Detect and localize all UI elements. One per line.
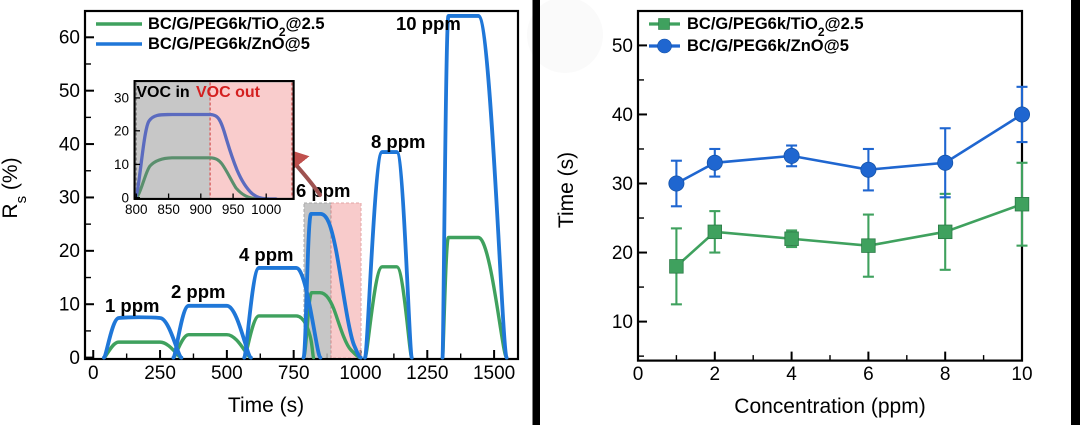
svg-text:0: 0 [121, 191, 129, 206]
svg-text:1 ppm: 1 ppm [105, 295, 159, 316]
svg-text:1500: 1500 [473, 363, 515, 384]
svg-text:10: 10 [612, 312, 633, 333]
svg-text:Time (s): Time (s) [228, 394, 304, 417]
svg-text:0: 0 [69, 348, 80, 369]
svg-text:4: 4 [786, 364, 797, 385]
svg-text:Concentration (ppm): Concentration (ppm) [734, 395, 925, 418]
svg-text:10: 10 [1011, 364, 1032, 385]
svg-text:900: 900 [190, 202, 213, 217]
svg-text:2 ppm: 2 ppm [171, 281, 225, 302]
svg-text:0: 0 [633, 364, 644, 385]
svg-text:VOC in: VOC in [136, 84, 189, 101]
svg-text:60: 60 [59, 28, 80, 49]
svg-text:Rs (%): Rs (%) [0, 157, 30, 218]
svg-text:20: 20 [59, 241, 80, 262]
svg-text:950: 950 [222, 202, 245, 217]
svg-text:30: 30 [114, 91, 129, 106]
svg-text:4 ppm: 4 ppm [239, 244, 293, 265]
svg-text:6 ppm: 6 ppm [296, 180, 350, 201]
svg-text:50: 50 [612, 36, 633, 57]
svg-text:850: 850 [157, 202, 180, 217]
svg-text:8 ppm: 8 ppm [371, 131, 425, 152]
svg-text:250: 250 [144, 363, 176, 384]
svg-text:2: 2 [710, 364, 721, 385]
svg-text:40: 40 [612, 105, 633, 126]
svg-text:1000: 1000 [251, 202, 281, 217]
svg-text:0: 0 [88, 363, 99, 384]
svg-text:1250: 1250 [406, 363, 448, 384]
svg-text:10: 10 [114, 157, 129, 172]
svg-text:500: 500 [211, 363, 243, 384]
svg-text:20: 20 [612, 243, 633, 264]
svg-text:10: 10 [59, 295, 80, 316]
svg-text:BC/G/PEG6k/ZnO@5: BC/G/PEG6k/ZnO@5 [687, 37, 849, 55]
svg-text:10 ppm: 10 ppm [396, 13, 461, 34]
svg-text:750: 750 [278, 363, 310, 384]
svg-text:20: 20 [114, 124, 129, 139]
svg-text:6: 6 [863, 364, 874, 385]
svg-text:Time (s): Time (s) [555, 152, 578, 228]
svg-text:BC/G/PEG6k/ZnO@5: BC/G/PEG6k/ZnO@5 [148, 35, 310, 53]
svg-text:BC/G/PEG6k/TiO2@2.5: BC/G/PEG6k/TiO2@2.5 [687, 15, 864, 39]
svg-text:30: 30 [612, 174, 633, 195]
svg-text:50: 50 [59, 81, 80, 102]
svg-text:40: 40 [59, 134, 80, 155]
svg-text:8: 8 [940, 364, 951, 385]
svg-text:30: 30 [59, 188, 80, 209]
svg-text:VOC out: VOC out [196, 84, 261, 101]
svg-text:1000: 1000 [339, 363, 381, 384]
